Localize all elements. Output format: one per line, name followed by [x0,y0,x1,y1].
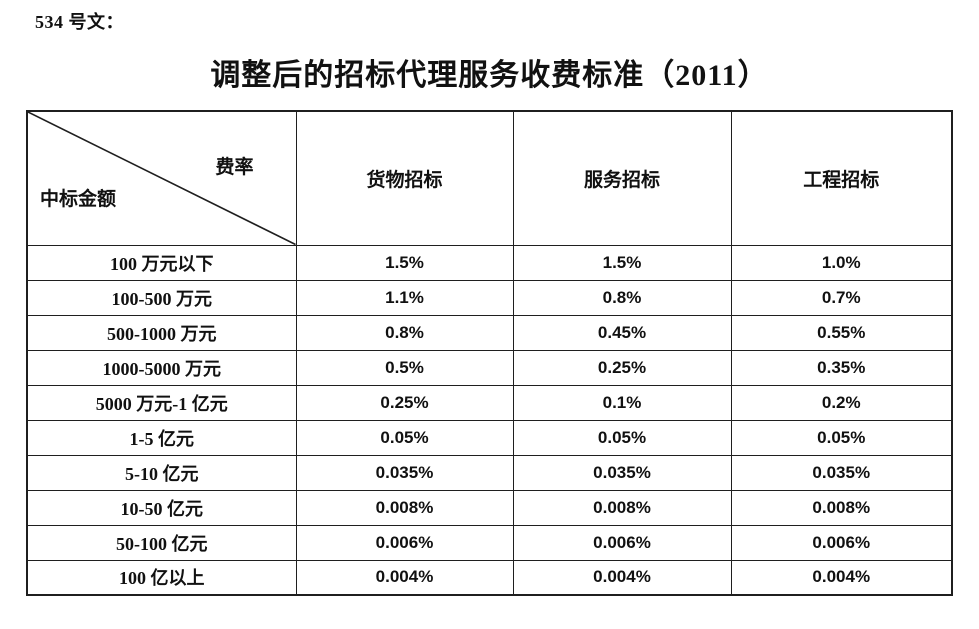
fee-value: 0.05% [512,419,732,456]
table-row: 5000 万元-1 亿元 0.25% 0.1% 0.2% [26,384,953,421]
fee-value: 0.004% [730,559,953,596]
fee-value: 0.006% [295,524,514,561]
row-label: 500-1000 万元 [26,314,297,351]
fee-value: 0.05% [295,419,514,456]
table-row: 10-50 亿元 0.008% 0.008% 0.008% [26,489,953,526]
corner-label-rate: 费率 [215,157,254,178]
fee-value: 0.2% [730,384,953,421]
table-row: 100 亿以上 0.004% 0.004% 0.004% [26,559,953,596]
fee-value: 0.1% [512,384,732,421]
fee-value: 0.8% [295,314,514,351]
table-row: 1000-5000 万元 0.5% 0.25% 0.35% [26,349,953,386]
page-title: 调整后的招标代理服务收费标准（2011） [210,59,769,92]
doc-number-label: 534 号文： [35,12,124,32]
row-label: 5000 万元-1 亿元 [26,384,297,421]
row-label: 10-50 亿元 [26,489,297,526]
fee-value: 0.008% [295,489,514,526]
table-header-row: 费率 中标金额 货物招标 服务招标 工程招标 [26,110,953,246]
fee-value: 0.008% [512,489,732,526]
row-label: 100-500 万元 [26,279,297,316]
fee-value: 0.35% [730,349,953,386]
column-header-engineering: 工程招标 [730,110,953,246]
fee-value: 1.5% [295,244,514,281]
row-label: 5-10 亿元 [26,454,297,491]
row-label: 50-100 亿元 [26,524,297,561]
fee-value: 0.25% [512,349,732,386]
table-row: 50-100 亿元 0.006% 0.006% 0.006% [26,524,953,561]
row-label: 1000-5000 万元 [26,349,297,386]
fee-value: 0.05% [730,419,953,456]
diagonal-header-cell: 费率 中标金额 [26,110,297,246]
fee-value: 0.004% [295,559,514,596]
corner-label-amount: 中标金额 [40,188,117,210]
fee-value: 1.1% [295,279,514,316]
fee-value: 1.0% [730,244,953,281]
fee-value: 0.5% [295,349,514,386]
fee-value: 0.035% [295,454,514,491]
table-row: 100-500 万元 1.1% 0.8% 0.7% [26,279,953,316]
table-row: 500-1000 万元 0.8% 0.45% 0.55% [26,314,953,351]
fee-value: 0.45% [512,314,732,351]
column-header-goods: 货物招标 [295,110,514,246]
fee-value: 0.7% [730,279,953,316]
fee-standard-table: 费率 中标金额 货物招标 服务招标 工程招标 100 万元以下 1.5% 1.5… [26,110,953,596]
fee-value: 0.008% [730,489,953,526]
table-row: 5-10 亿元 0.035% 0.035% 0.035% [26,454,953,491]
fee-value: 0.006% [512,524,732,561]
table-row: 1-5 亿元 0.05% 0.05% 0.05% [26,419,953,456]
row-label: 100 万元以下 [26,244,297,281]
fee-value: 1.5% [512,244,732,281]
column-header-service: 服务招标 [512,110,732,246]
fee-value: 0.8% [512,279,732,316]
fee-value: 0.035% [730,454,953,491]
row-label: 1-5 亿元 [26,419,297,456]
fee-value: 0.006% [730,524,953,561]
diagonal-line [28,112,296,245]
row-label: 100 亿以上 [26,559,297,596]
fee-value: 0.55% [730,314,953,351]
fee-value: 0.035% [512,454,732,491]
table-row: 100 万元以下 1.5% 1.5% 1.0% [26,244,953,281]
fee-value: 0.004% [512,559,732,596]
fee-value: 0.25% [295,384,514,421]
